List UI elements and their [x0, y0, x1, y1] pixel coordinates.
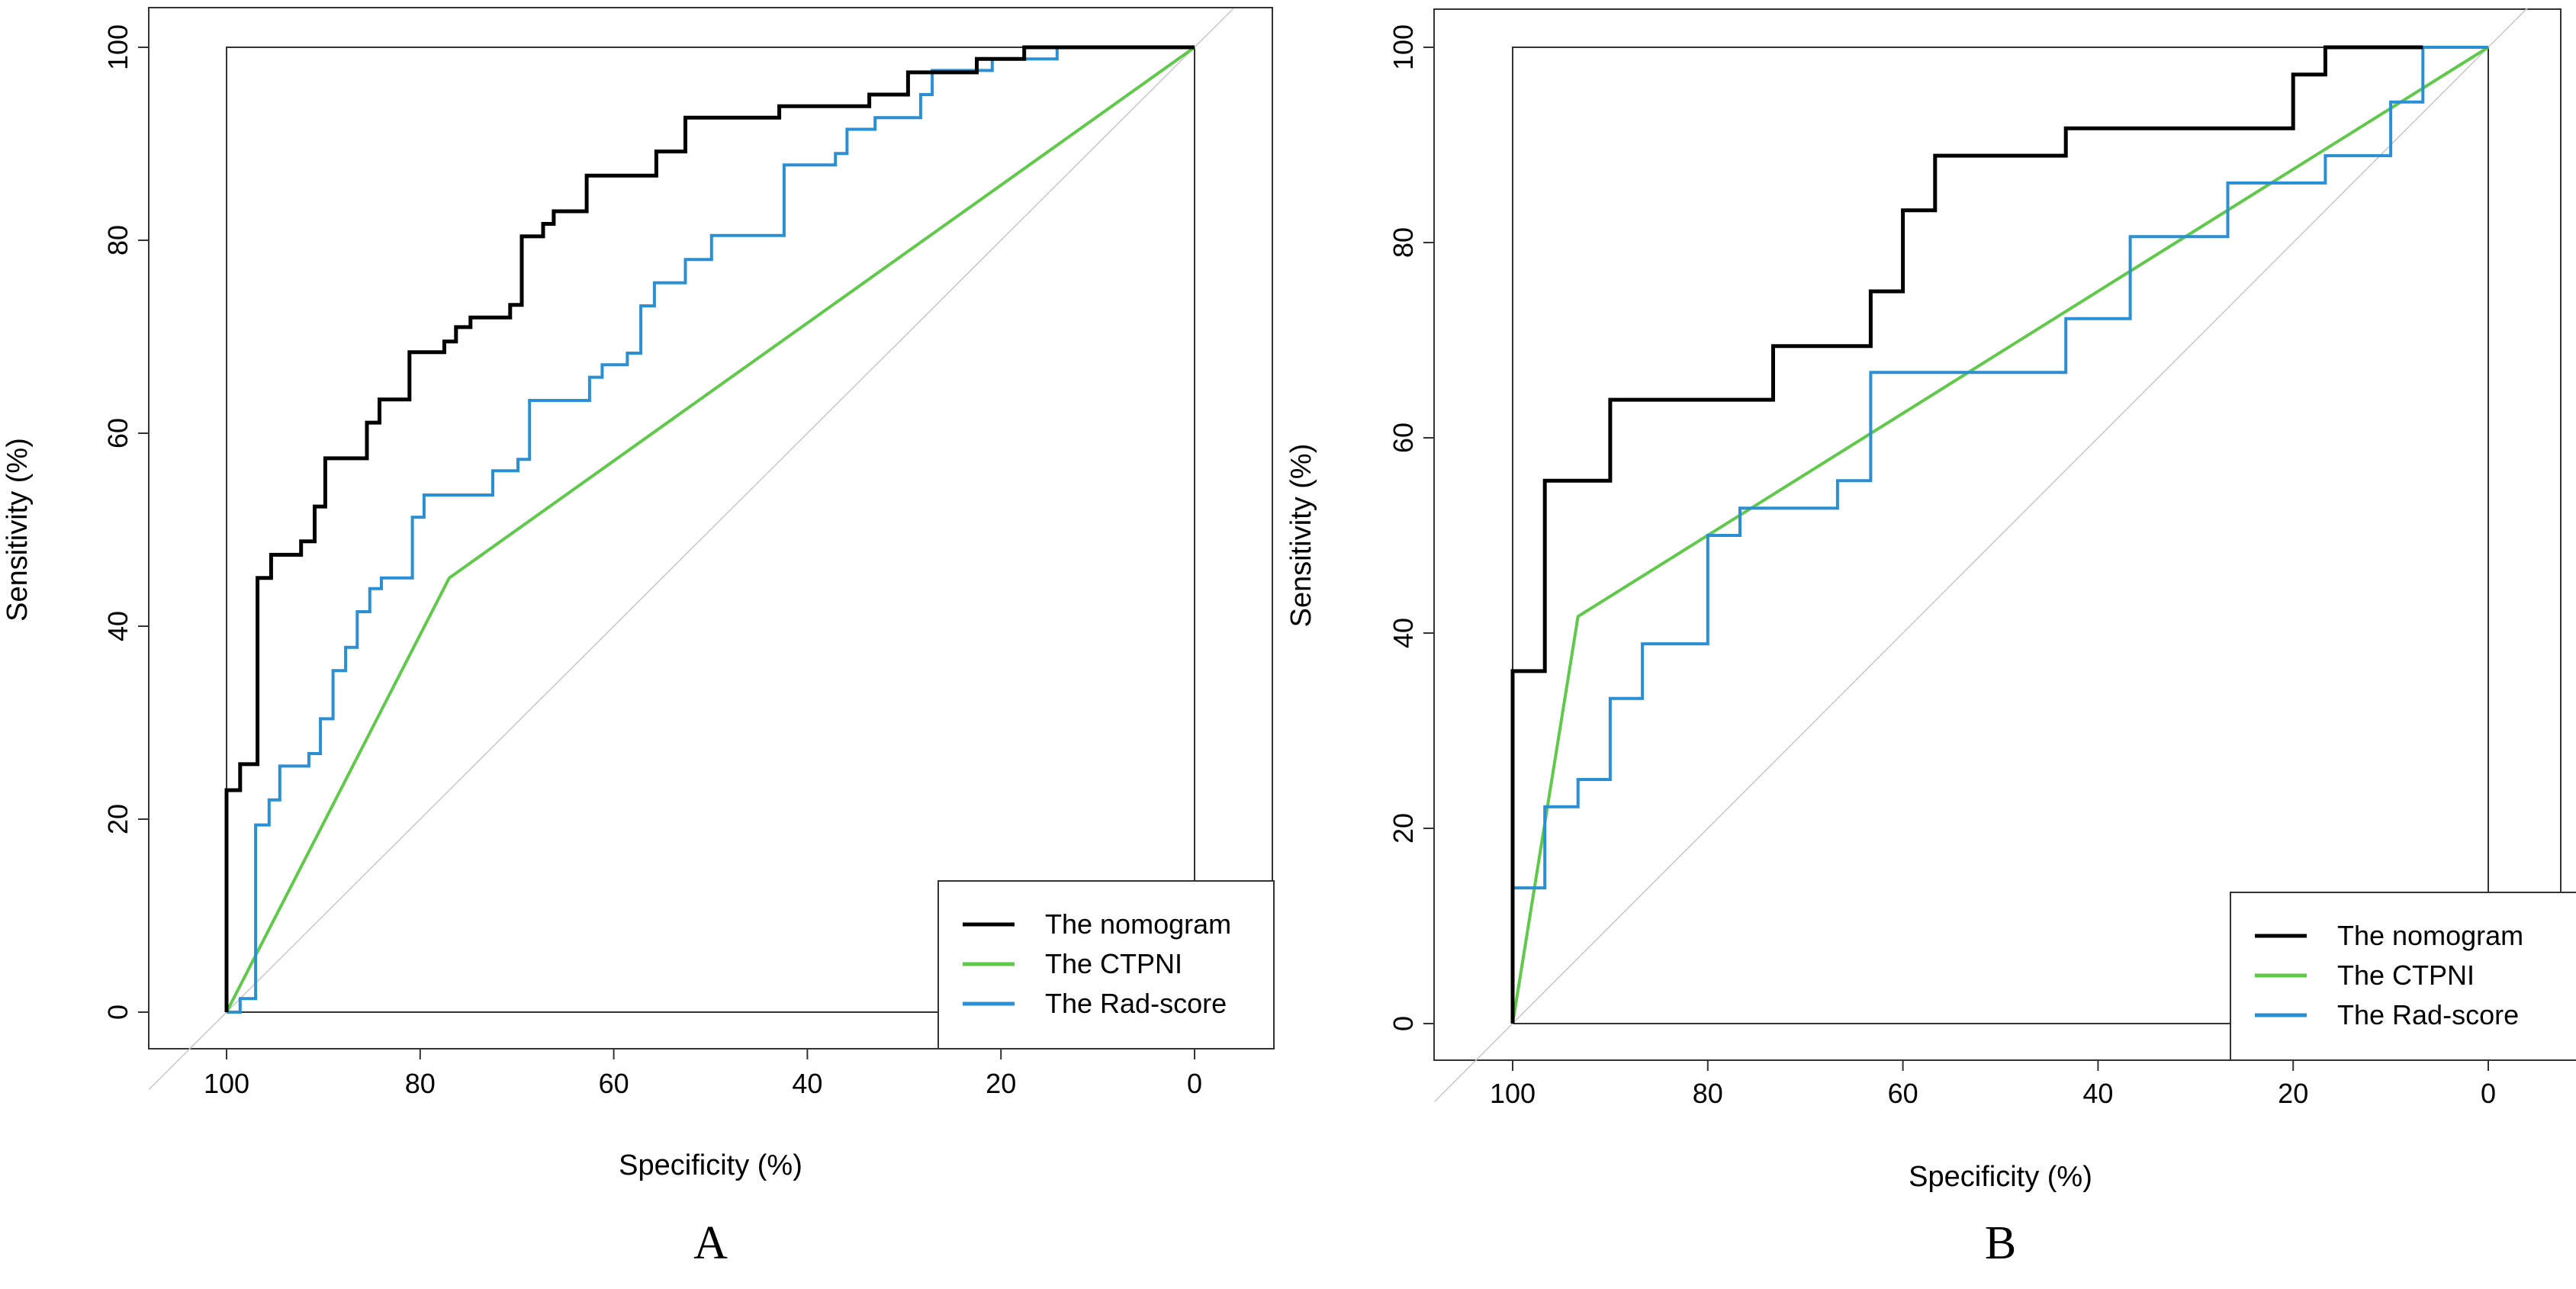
chance-diagonal: [148, 8, 1234, 1090]
x-tick-label: 100: [204, 1068, 249, 1099]
x-tick-label: 60: [599, 1068, 629, 1099]
series-line-the-ctpni: [225, 46, 1196, 1013]
plot-region-box: [226, 47, 1195, 1013]
axes-frame: [1433, 8, 2562, 1061]
x-tick-label: 0: [2481, 1078, 2496, 1109]
y-tick-label: 100: [1388, 24, 1419, 70]
legend-label: The nomogram: [1045, 908, 1231, 940]
y-tick-label: 0: [102, 1005, 133, 1020]
y-tick-label: 40: [102, 611, 133, 641]
y-tick-label: 80: [1388, 227, 1419, 258]
legend-label: The Rad-score: [2337, 999, 2519, 1030]
legend-label: The nomogram: [2337, 920, 2523, 951]
series-line-the-nomogram: [1510, 45, 2423, 1024]
legend-label: The Rad-score: [1045, 988, 1227, 1019]
chance-diagonal: [1434, 8, 2528, 1102]
panel-label: B: [1985, 1217, 2016, 1269]
x-axis-title: Specificity (%): [619, 1149, 802, 1181]
y-tick-label: 0: [1388, 1016, 1419, 1031]
y-axis-title: Sensitivity (%): [1285, 444, 1317, 628]
y-tick-label: 20: [1388, 813, 1419, 844]
y-tick-label: 20: [102, 804, 133, 834]
panel-label: A: [693, 1217, 728, 1269]
x-tick-label: 0: [1187, 1068, 1202, 1099]
y-tick-label: 80: [102, 225, 133, 256]
roc-panel-b: 100 80 60 40 20 0 0 20 40 60 80 100 Specificity (%) S…: [1285, 8, 2576, 1269]
x-tick-label: 80: [405, 1068, 436, 1099]
legend-label: The CTPNI: [1045, 948, 1182, 979]
x-tick-label: 40: [2082, 1078, 2113, 1109]
x-tick-label: 80: [1693, 1078, 1723, 1109]
y-tick-label: 60: [1388, 423, 1419, 453]
legend: The nomogram The CTPNI The Rad-score: [2230, 892, 2576, 1061]
y-axis-title: Sensitivity (%): [2, 438, 34, 622]
x-tick-label: 40: [792, 1068, 822, 1099]
y-tick-label: 40: [1388, 618, 1419, 648]
axes-frame: [148, 7, 1273, 1050]
plot-region-box: [1512, 47, 2489, 1024]
legend-box: [937, 880, 1275, 1050]
y-tick-label: 60: [102, 418, 133, 448]
x-axis-title: Specificity (%): [1909, 1161, 2092, 1193]
series-line-the-rad-score: [227, 46, 1195, 1014]
legend: The nomogram The CTPNI The Rad-score: [937, 880, 1275, 1050]
roc-panel-a: 100 80 60 40 20 0 0 20 40 60 80 100 Specificity (%) S…: [2, 7, 1275, 1269]
x-tick-label: 20: [2278, 1078, 2308, 1109]
x-tick-label: 60: [1888, 1078, 1918, 1109]
legend-box: [2230, 892, 2576, 1061]
series-line-the-rad-score: [1511, 46, 2488, 1024]
y-tick-label: 100: [102, 24, 133, 70]
x-tick-label: 20: [986, 1068, 1016, 1099]
series-line-the-nomogram: [224, 45, 1195, 1012]
x-tick-label: 100: [1490, 1078, 1536, 1109]
legend-label: The CTPNI: [2337, 960, 2475, 991]
